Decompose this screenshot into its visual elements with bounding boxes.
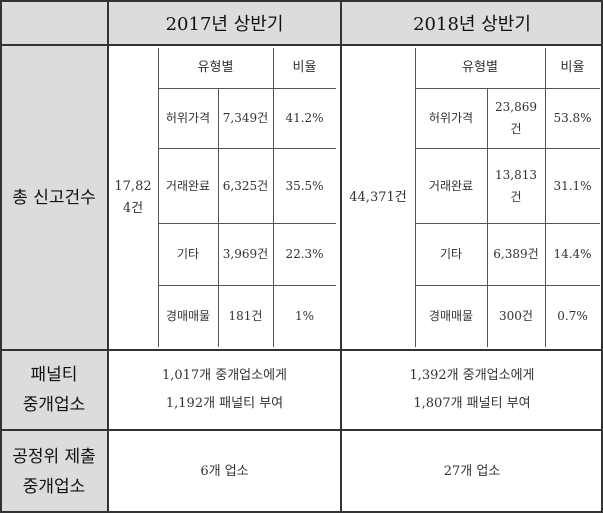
ratio-2018-0: 53.8% bbox=[553, 111, 592, 125]
grid-2018-h1 bbox=[415, 88, 600, 89]
ratio-2018-1: 31.1% bbox=[553, 178, 592, 193]
label-column-bg bbox=[0, 0, 108, 513]
type-2018-1: 거래완료 bbox=[428, 178, 474, 193]
total-2017-line2: 4건 bbox=[122, 200, 144, 216]
ratio-2018-2: 14.4% bbox=[553, 247, 592, 261]
count-2017-3: 181건 bbox=[228, 309, 263, 323]
count-2018-3: 300건 bbox=[499, 309, 533, 323]
grid-2018-v2 bbox=[545, 48, 546, 347]
penalty-2017-line1: 1,017개 중개업소에게 bbox=[161, 368, 288, 383]
ftc-2018: 27개 업소 bbox=[443, 463, 501, 479]
count-2017-1: 6,325건 bbox=[222, 178, 269, 193]
ftc-label: 공정위 제출 중개업소 bbox=[0, 430, 108, 513]
grid-2018-v3 bbox=[487, 88, 488, 347]
total-2017-line1: 17,82 bbox=[114, 178, 152, 194]
border-bottom bbox=[0, 511, 603, 513]
count-2018-0-line2: 건 bbox=[510, 122, 522, 136]
ratio-header-2017: 비율 bbox=[292, 60, 317, 75]
grid-2017-h1 bbox=[158, 88, 336, 89]
border-left bbox=[0, 0, 2, 513]
type-2018-0: 허위가격 bbox=[428, 111, 474, 125]
grid-2018-h4 bbox=[415, 285, 600, 286]
type-2018-3: 경매매물 bbox=[428, 309, 474, 323]
grid-2017-v3 bbox=[218, 88, 219, 347]
header-row-bg bbox=[108, 0, 603, 45]
penalty-2017: 1,017개 중개업소에게 1,192개 패널티 부여 bbox=[108, 350, 341, 430]
type-header-2018: 유형별 bbox=[462, 60, 498, 75]
grid-2017-h2 bbox=[158, 148, 336, 149]
penalty-2017-line2: 1,192개 패널티 부여 bbox=[165, 396, 284, 411]
count-2018-0-line1: 23,869 bbox=[495, 100, 537, 114]
grid-2017-v2 bbox=[273, 48, 274, 347]
header-2018: 2018년 상반기 bbox=[413, 13, 531, 35]
count-2018-1: 13,813 건 bbox=[487, 148, 545, 223]
ftc-label-line1: 공정위 제출 bbox=[12, 446, 96, 467]
total-2017: 17,82 4건 bbox=[108, 45, 158, 350]
border-right bbox=[601, 0, 603, 513]
count-2017-0: 7,349건 bbox=[222, 111, 269, 125]
divider-ftc bbox=[0, 429, 603, 431]
grid-2018-h2 bbox=[415, 148, 600, 149]
ratio-header-2018: 비율 bbox=[560, 60, 585, 75]
penalty-label-line1: 패널티 bbox=[30, 365, 78, 385]
header-2017: 2017년 상반기 bbox=[165, 13, 284, 35]
count-2018-0: 23,869 건 bbox=[487, 88, 545, 148]
grid-2018-v1 bbox=[415, 48, 416, 347]
ftc-label-line2: 중개업소 bbox=[22, 476, 86, 497]
count-2017-2: 3,969건 bbox=[222, 247, 269, 261]
grid-2017-h3 bbox=[158, 223, 336, 224]
grid-2018-h3 bbox=[415, 223, 600, 224]
penalty-2018: 1,392개 중개업소에게 1,807개 패널티 부여 bbox=[341, 350, 603, 430]
grid-2017-h4 bbox=[158, 285, 336, 286]
type-2017-1: 거래완료 bbox=[165, 178, 211, 193]
ratio-2017-3: 1% bbox=[294, 309, 315, 323]
type-header-2017: 유형별 bbox=[197, 60, 234, 75]
grid-2017-v1 bbox=[158, 48, 159, 347]
type-2017-0: 허위가격 bbox=[165, 111, 211, 125]
type-2018-2: 기타 bbox=[439, 247, 463, 261]
divider-header bbox=[0, 44, 603, 46]
ratio-2017-2: 22.3% bbox=[285, 247, 324, 261]
ratio-2017-1: 35.5% bbox=[285, 178, 324, 193]
count-2018-2: 6,389건 bbox=[493, 247, 539, 261]
total-reports-label: 총 신고건수 bbox=[12, 187, 96, 208]
count-2018-1-line2: 건 bbox=[510, 189, 522, 204]
ratio-2017-0: 41.2% bbox=[285, 111, 324, 125]
type-2017-2: 기타 bbox=[176, 247, 200, 261]
penalty-2018-line1: 1,392개 중개업소에게 bbox=[409, 368, 535, 383]
penalty-label: 패널티 중개업소 bbox=[0, 350, 108, 430]
count-2018-1-line1: 13,813 bbox=[495, 167, 537, 182]
divider-label-col bbox=[107, 0, 109, 513]
penalty-label-line2: 중개업소 bbox=[22, 395, 86, 415]
border-top bbox=[0, 0, 603, 2]
total-2018: 44,371건 bbox=[349, 189, 407, 205]
ftc-2017: 6개 업소 bbox=[200, 463, 249, 479]
ratio-2018-3: 0.7% bbox=[557, 309, 588, 323]
type-2017-3: 경매매물 bbox=[165, 309, 211, 323]
penalty-2018-line2: 1,807개 패널티 부여 bbox=[413, 396, 531, 411]
divider-year-col bbox=[340, 0, 342, 513]
divider-penalty bbox=[0, 349, 603, 351]
